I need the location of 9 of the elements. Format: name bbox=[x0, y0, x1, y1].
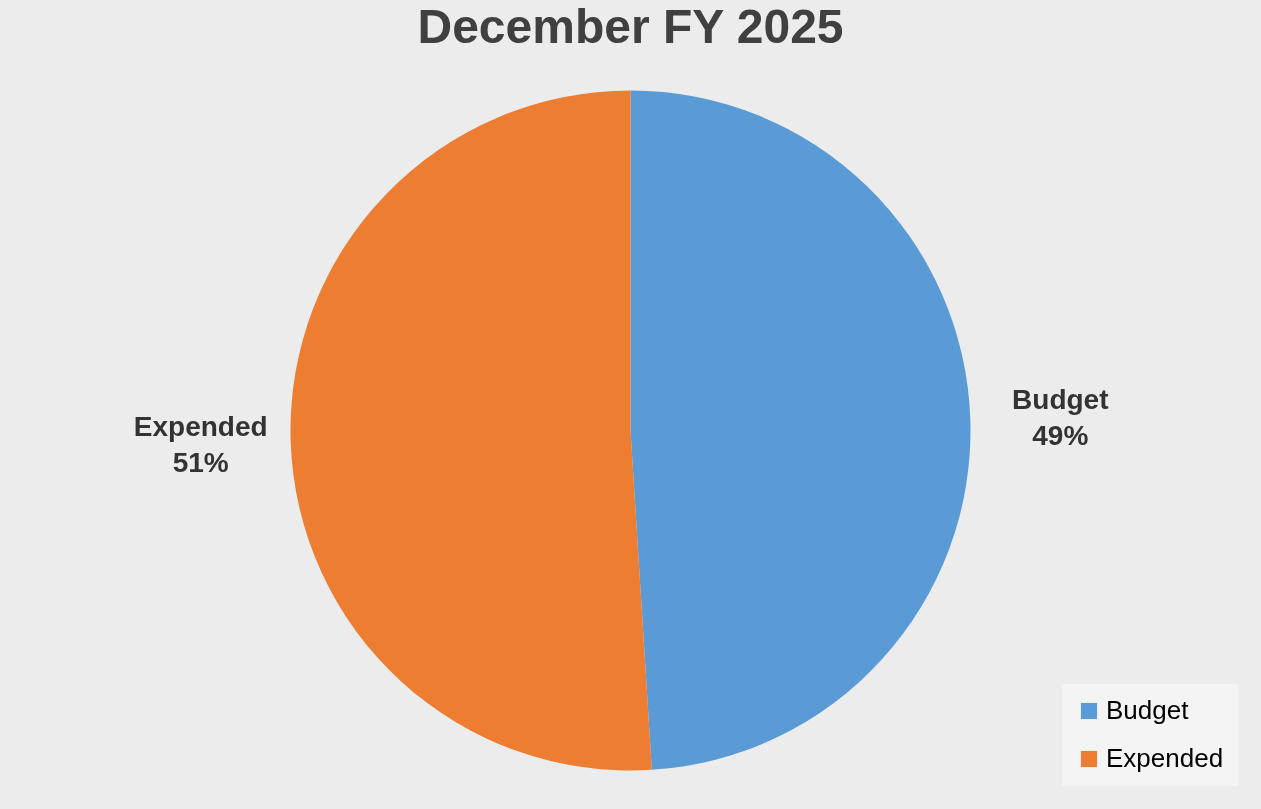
data-label: 51% bbox=[172, 447, 229, 479]
legend-label: Expended bbox=[1106, 743, 1224, 773]
data-label: 49% bbox=[1032, 419, 1089, 451]
slice-label: Budget bbox=[1012, 383, 1109, 415]
legend-label: Budget bbox=[1106, 695, 1190, 725]
chart-title: December FY 2025 bbox=[417, 0, 844, 53]
pie-slice bbox=[630, 90, 971, 770]
pie-slice bbox=[290, 90, 652, 770]
slice-label: Expended bbox=[133, 411, 268, 443]
